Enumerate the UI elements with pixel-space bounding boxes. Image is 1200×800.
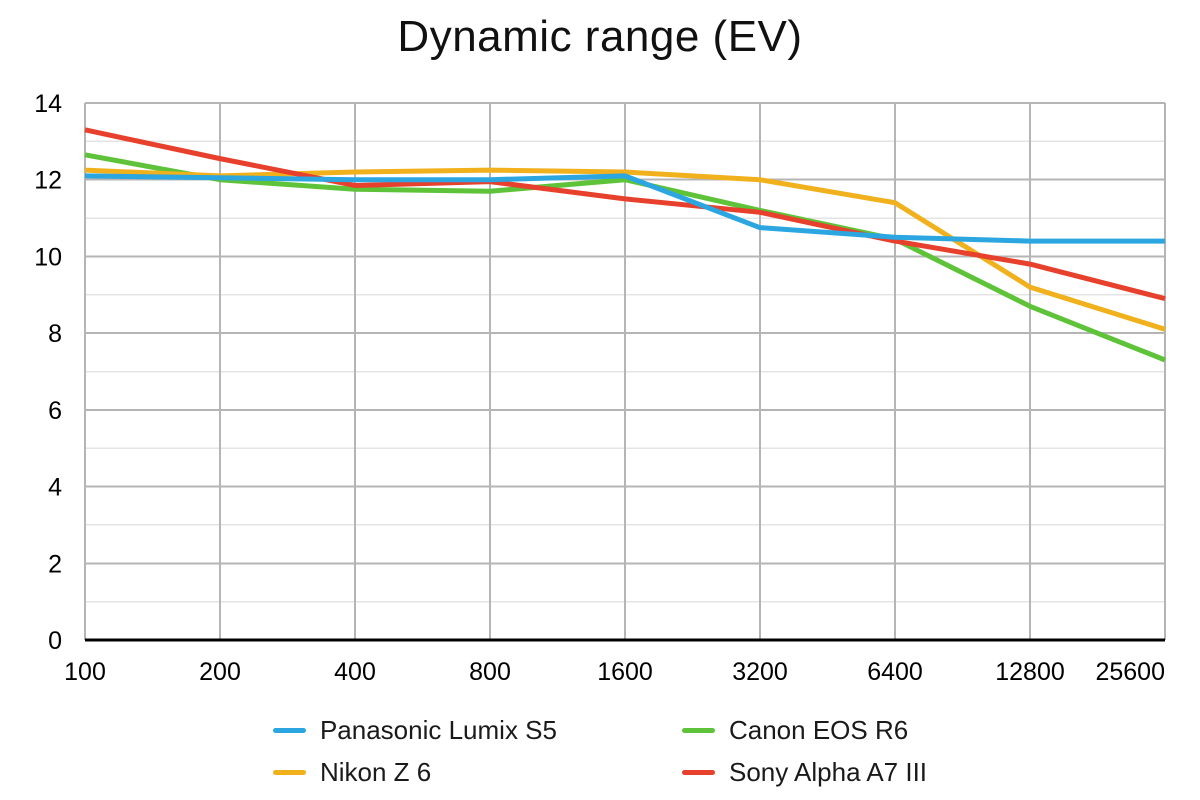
legend-grid: Panasonic Lumix S5 Canon EOS R6 Nikon Z … xyxy=(0,712,1200,790)
legend-label-canon-eos-r6: Canon EOS R6 xyxy=(728,714,909,745)
series-line-canon-eos-r6 xyxy=(84,152,1166,363)
legend-item-nikon-z-6: Nikon Z 6 xyxy=(272,754,557,790)
legend-swatch-nikon-z-6 xyxy=(272,769,306,775)
legend-swatch-canon-eos-r6 xyxy=(681,727,715,733)
legend-item-canon-eos-r6: Canon EOS R6 xyxy=(681,712,927,748)
x-tick-label: 12800 xyxy=(995,658,1065,686)
x-tick-label: 6400 xyxy=(867,658,923,686)
y-tick-label: 4 xyxy=(48,474,62,502)
y-tick-label: 10 xyxy=(34,243,62,271)
y-tick-label: 14 xyxy=(34,90,62,118)
legend-swatch-sony-alpha-a7-iii xyxy=(681,769,715,775)
x-tick-label: 200 xyxy=(199,658,241,686)
x-tick-label: 100 xyxy=(64,658,106,686)
series-line-nikon-z-6 xyxy=(84,167,1166,332)
legend-label-sony-alpha-a7-iii: Sony Alpha A7 III xyxy=(728,756,928,787)
legend-label-panasonic-lumix-s5: Panasonic Lumix S5 xyxy=(319,714,557,745)
legend-label-nikon-z-6: Nikon Z 6 xyxy=(319,756,432,787)
x-tick-label: 25600 xyxy=(1095,658,1165,686)
y-tick-label: 0 xyxy=(48,627,62,655)
y-tick-label: 6 xyxy=(48,397,62,425)
y-tick-label: 12 xyxy=(34,167,62,195)
chart-title: Dynamic range (EV) xyxy=(397,12,803,61)
x-tick-label: 400 xyxy=(334,658,376,686)
chart-legend: Panasonic Lumix S5 Canon EOS R6 Nikon Z … xyxy=(0,712,1200,790)
y-tick-label: 2 xyxy=(48,550,62,578)
y-tick-label: 8 xyxy=(48,320,62,348)
x-tick-label: 3200 xyxy=(732,658,788,686)
legend-item-sony-alpha-a7-iii: Sony Alpha A7 III xyxy=(681,754,928,790)
legend-item-panasonic-lumix-s5: Panasonic Lumix S5 xyxy=(272,712,557,748)
x-tick-label: 800 xyxy=(469,658,511,686)
legend-swatch-panasonic-lumix-s5 xyxy=(272,727,306,733)
x-tick-label: 1600 xyxy=(597,658,653,686)
series-line-panasonic-lumix-s5 xyxy=(84,173,1165,244)
series-line-sony-alpha-a7-iii xyxy=(84,127,1166,302)
